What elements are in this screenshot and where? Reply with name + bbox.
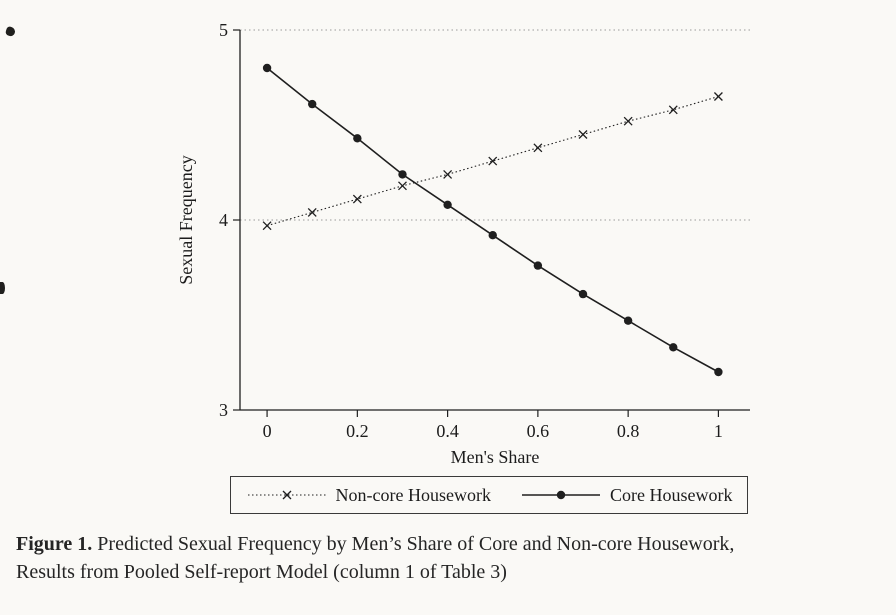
circle-marker — [533, 261, 543, 270]
x-marker — [352, 194, 362, 204]
chart-legend: Non-core Housework Core Housework — [230, 476, 748, 514]
circle-marker — [578, 289, 588, 299]
circle-marker — [262, 63, 272, 73]
legend-item-noncore-housework: Non-core Housework — [246, 485, 491, 506]
circle-marker — [488, 231, 497, 240]
circle-marker — [443, 200, 452, 209]
x-marker — [713, 92, 723, 101]
line-chart: 3 4 5 0 0.2 0.4 0.6 0.8 1 Sexual Frequency Men's S… — [176, 20, 750, 467]
x-tick-label: 0.4 — [436, 421, 459, 441]
x-marker — [307, 207, 317, 217]
y-axis-title: Sexual Frequency — [176, 155, 196, 284]
figure-number: Figure 1. — [16, 533, 93, 555]
x-tick-label: 1 — [714, 421, 723, 441]
circle-marker — [623, 316, 633, 325]
noncore-line-swatch — [247, 490, 326, 500]
scan-artifact — [0, 282, 5, 294]
caption-line2: Results from Pooled Self-report Model (c… — [16, 561, 507, 584]
core-line-swatch — [522, 490, 600, 500]
legend-label-core: Core Housework — [610, 484, 733, 505]
x-tick-label: 0 — [263, 421, 272, 441]
caption-line1: Predicted Sexual Frequency by Men’s Shar… — [97, 533, 735, 555]
circle-marker — [714, 367, 723, 377]
x-tick-label: 0.2 — [346, 421, 369, 441]
x-marker — [668, 105, 678, 115]
x-marker — [623, 116, 633, 126]
x-axis-title: Men's Share — [451, 447, 540, 467]
circle-marker — [669, 343, 678, 352]
x-marker — [533, 143, 543, 153]
circle-marker — [308, 99, 317, 109]
scan-artifact — [4, 25, 17, 38]
x-marker — [443, 169, 453, 179]
x-marker — [398, 181, 407, 191]
x-marker — [488, 156, 498, 166]
x-marker — [262, 221, 272, 231]
y-tick-label: 4 — [219, 210, 228, 230]
circle-marker — [398, 170, 407, 179]
figure-caption: Figure 1. Predicted Sexual Frequency by … — [16, 530, 888, 587]
legend-label-noncore: Non-core Housework — [335, 484, 491, 505]
x-marker — [578, 130, 588, 139]
x-tick-label: 0.8 — [617, 421, 640, 441]
y-tick-label: 3 — [219, 400, 228, 420]
x-tick-label: 0.6 — [527, 421, 550, 441]
legend-item-core-housework: Core Housework — [520, 485, 732, 506]
y-tick-label: 5 — [219, 20, 228, 40]
circle-marker — [353, 134, 362, 143]
